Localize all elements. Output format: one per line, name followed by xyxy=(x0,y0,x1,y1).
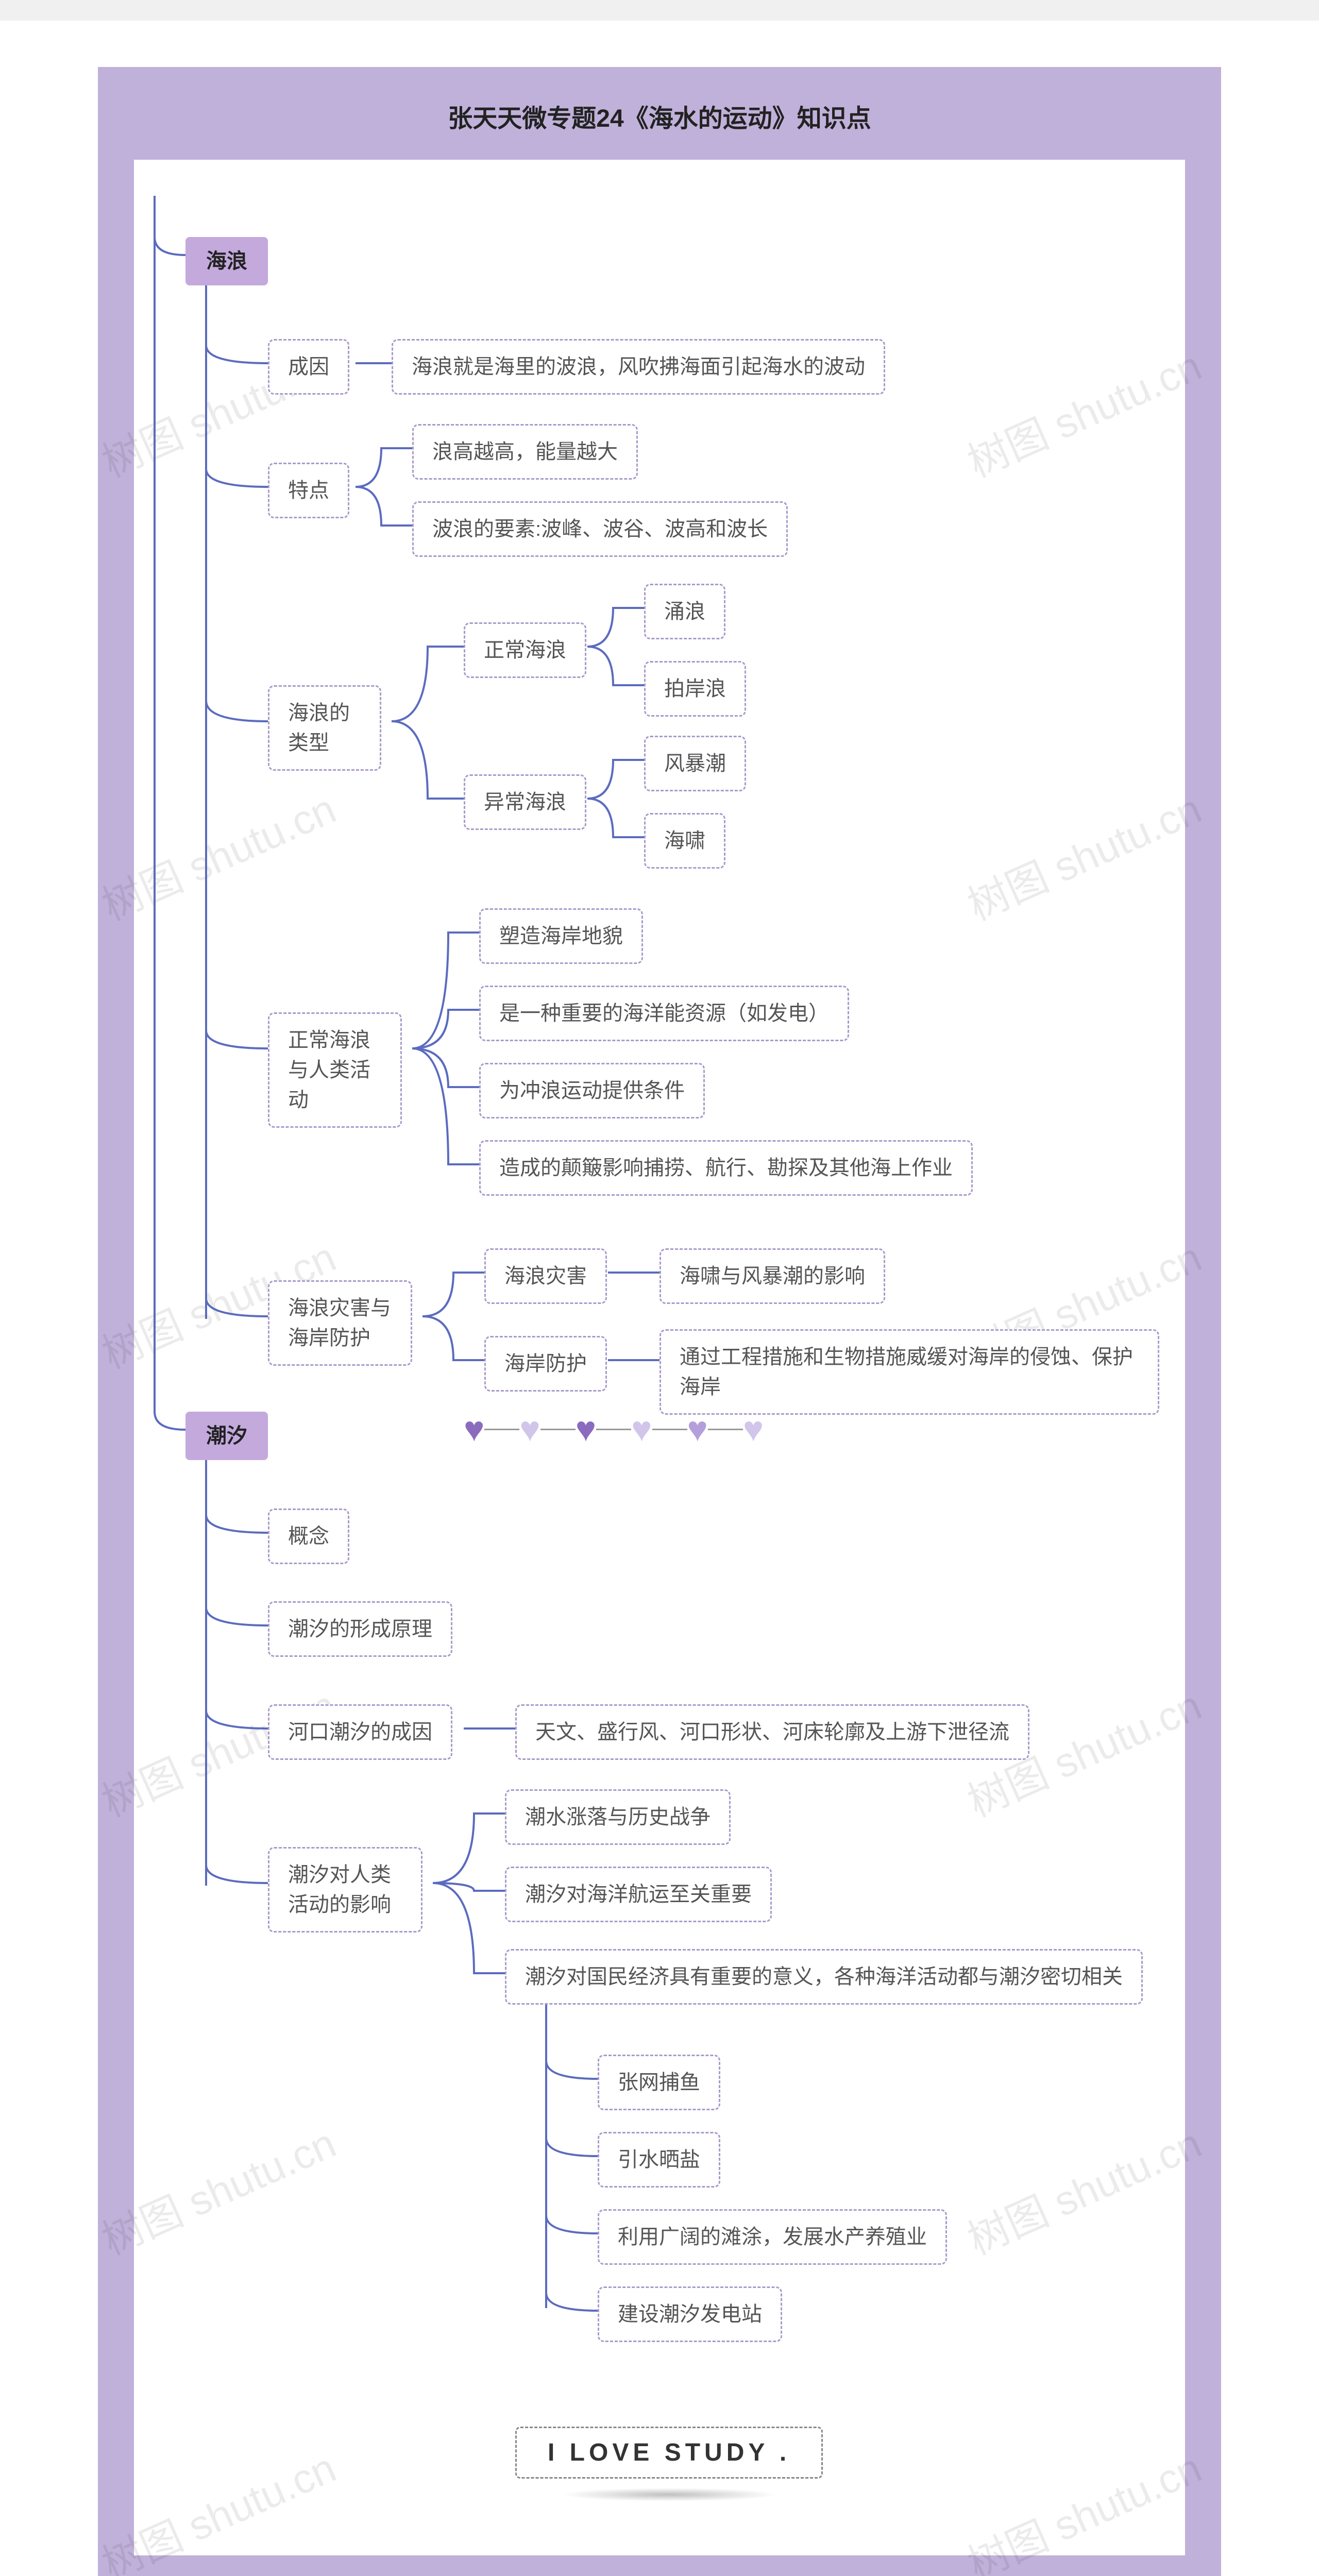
heart-separator xyxy=(484,1429,519,1430)
page-title: 张天天微专题24《海水的运动》知识点 xyxy=(98,98,1221,134)
node-renlei-p4: 造成的颠簸影响捕捞、航行、勘探及其他海上作业 xyxy=(479,1140,973,1196)
node-zaihai: 海浪灾害与海岸防护 xyxy=(268,1280,412,1366)
node-hekou-desc: 天文、盛行风、河口形状、河床轮廓及上游下泄径流 xyxy=(515,1704,1029,1760)
heart-icon: ♥ xyxy=(576,1412,596,1447)
node-renlei: 正常海浪与人类活动 xyxy=(268,1012,402,1128)
node-zhengchang: 正常海浪 xyxy=(464,622,586,678)
node-yx-p3: 潮汐对国民经济具有重要的意义，各种海洋活动都与潮汐密切相关 xyxy=(505,1949,1143,2005)
node-zaihai-s1: 海浪灾害 xyxy=(484,1248,607,1304)
node-hekou: 河口潮汐的成因 xyxy=(268,1704,452,1760)
heart-separator xyxy=(540,1429,576,1430)
node-yuanli: 潮汐的形成原理 xyxy=(268,1601,452,1657)
node-zaihai-s2d: 通过工程措施和生物措施威缓对海岸的侵蚀、保护海岸 xyxy=(660,1329,1159,1415)
node-chengyin: 成因 xyxy=(268,339,349,395)
node-tedian: 特点 xyxy=(268,463,349,518)
node-yonglang: 涌浪 xyxy=(644,584,725,639)
node-fengbaochao: 风暴潮 xyxy=(644,736,746,791)
node-chengyin-desc: 海浪就是海里的波浪，风吹拂海面引起海水的波动 xyxy=(392,339,885,395)
badge-wrap: I LOVE STUDY . xyxy=(515,2427,823,2501)
heart-separator xyxy=(652,1429,687,1430)
node-leixing: 海浪的类型 xyxy=(268,685,381,771)
node-zaihai-s2: 海岸防护 xyxy=(484,1336,607,1392)
node-renlei-p3: 为冲浪运动提供条件 xyxy=(479,1063,705,1118)
node-sub-p2: 引水晒盐 xyxy=(598,2132,720,2188)
node-paianlang: 拍岸浪 xyxy=(644,661,746,717)
node-gainian: 概念 xyxy=(268,1509,349,1564)
node-haixiao: 海啸 xyxy=(644,813,725,869)
node-renlei-p2: 是一种重要的海洋能资源（如发电） xyxy=(479,986,849,1041)
hearts-divider: ♥ ♥ ♥ ♥ ♥ ♥ xyxy=(464,1412,764,1447)
heart-separator xyxy=(708,1429,743,1430)
node-yx-p1: 潮水涨落与历史战争 xyxy=(505,1789,731,1845)
heart-icon: ♥ xyxy=(687,1412,708,1447)
node-renlei-p1: 塑造海岸地貌 xyxy=(479,908,643,964)
heart-icon: ♥ xyxy=(743,1412,764,1447)
node-sub-p1: 张网捕鱼 xyxy=(598,2055,720,2110)
badge-shadow xyxy=(561,2488,777,2501)
section-hailang: 海浪 xyxy=(185,237,268,285)
node-yx-p2: 潮汐对海洋航运至关重要 xyxy=(505,1867,772,1922)
heart-separator xyxy=(596,1429,631,1430)
node-sub-p4: 建设潮汐发电站 xyxy=(598,2286,782,2342)
node-sub-p3: 利用广阔的滩涂，发展水产养殖业 xyxy=(598,2209,947,2265)
heart-icon: ♥ xyxy=(464,1412,484,1447)
node-zaihai-s1d: 海啸与风暴潮的影响 xyxy=(660,1248,885,1304)
node-yingxiang: 潮汐对人类活动的影响 xyxy=(268,1847,422,1933)
node-yichang: 异常海浪 xyxy=(464,774,586,830)
badge-text: I LOVE STUDY . xyxy=(515,2427,823,2479)
node-tedian-p1: 浪高越高，能量越大 xyxy=(412,424,638,480)
heart-icon: ♥ xyxy=(631,1412,652,1447)
node-tedian-p2: 波浪的要素:波峰、波谷、波高和波长 xyxy=(412,501,788,557)
section-chaoxi: 潮汐 xyxy=(185,1412,268,1460)
heart-icon: ♥ xyxy=(519,1412,540,1447)
canvas: 张天天微专题24《海水的运动》知识点 树图 shutu.cn树图 shutu.c… xyxy=(0,21,1319,2576)
